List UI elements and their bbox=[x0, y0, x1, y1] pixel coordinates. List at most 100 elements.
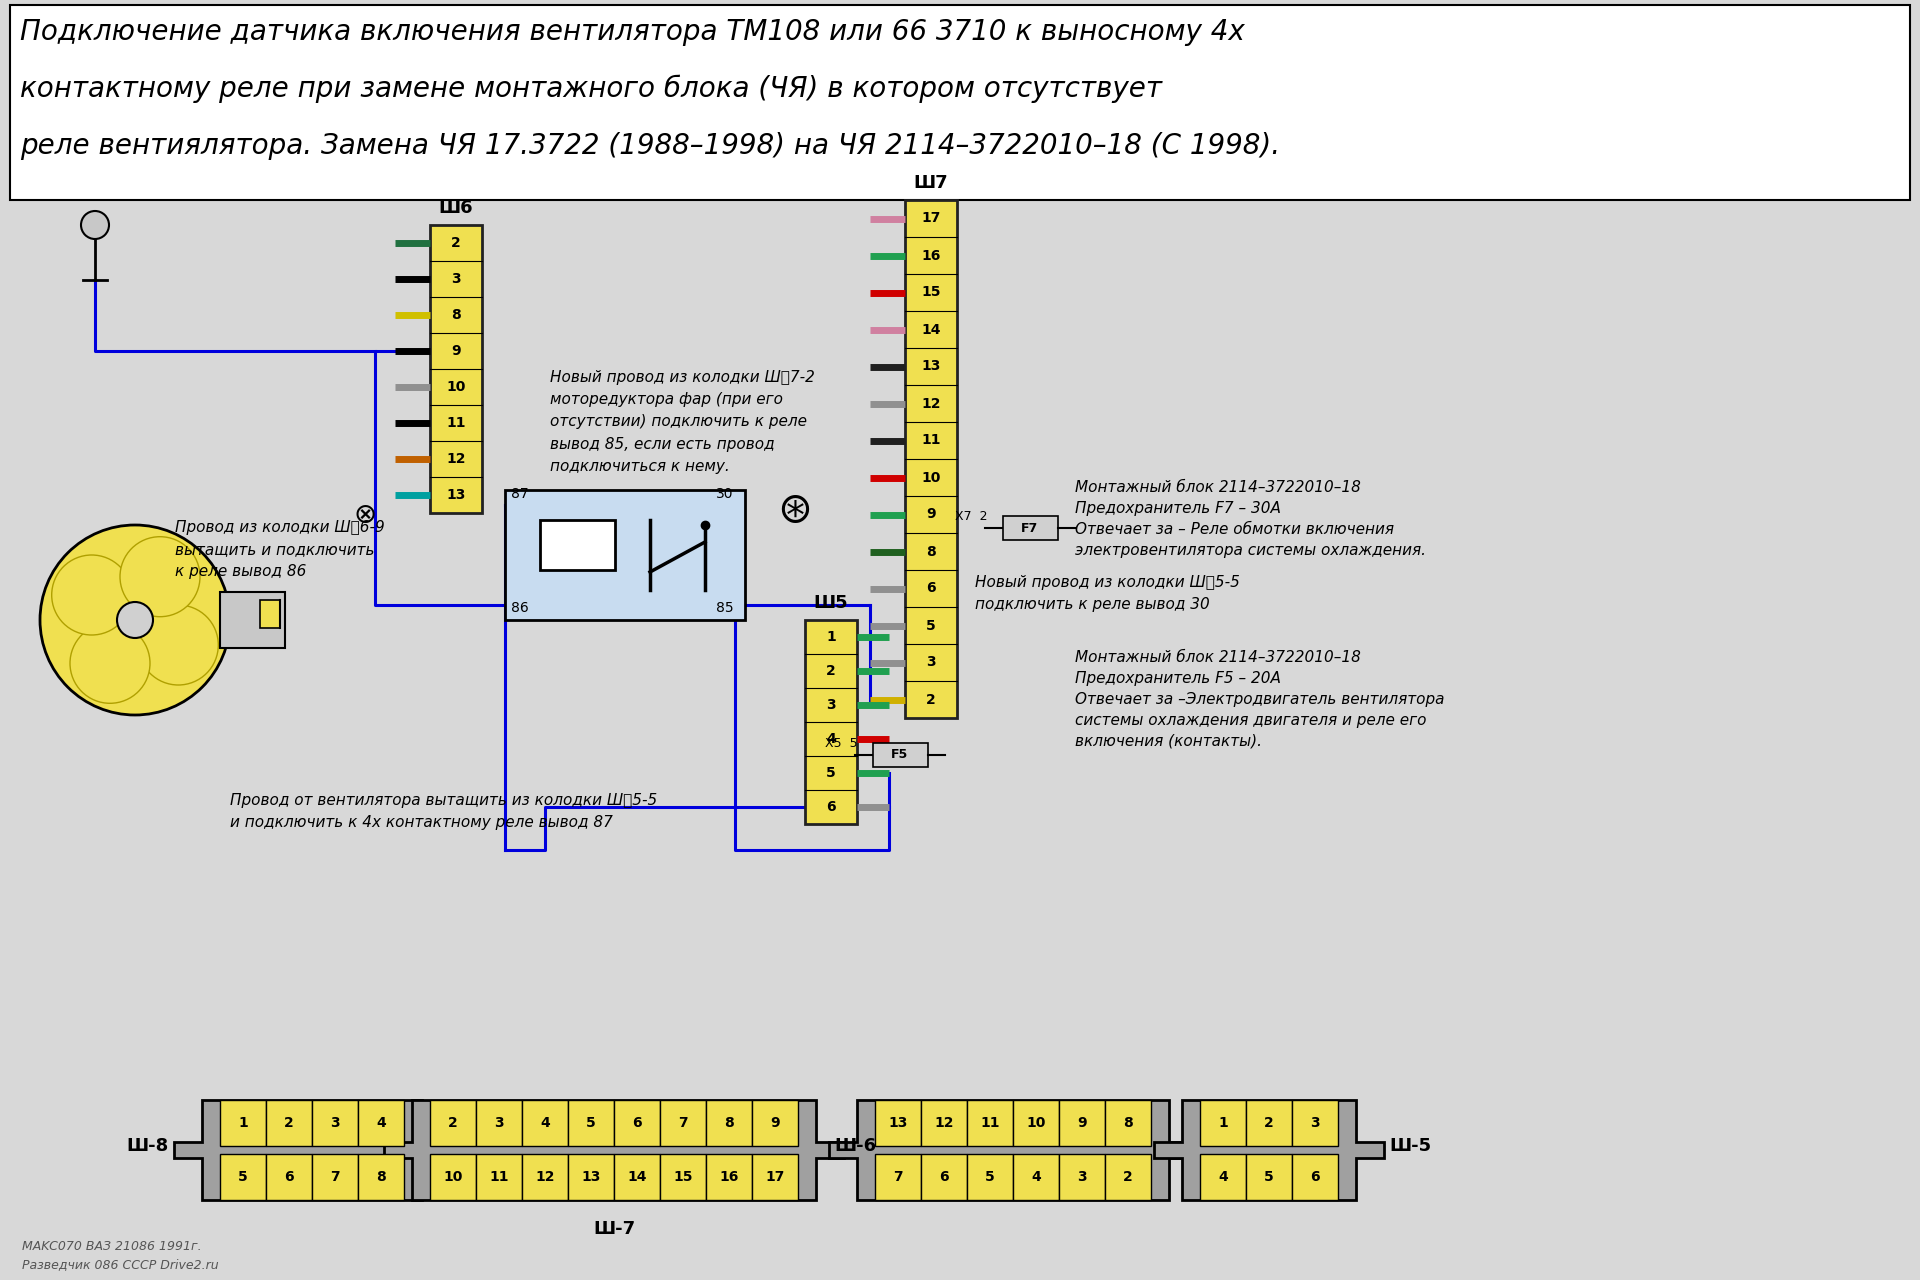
Bar bbox=[476, 1100, 522, 1146]
Text: F5: F5 bbox=[891, 749, 908, 762]
Text: 2: 2 bbox=[826, 664, 835, 678]
Text: 30: 30 bbox=[716, 486, 733, 500]
Text: 9: 9 bbox=[451, 344, 461, 358]
Bar bbox=[614, 1100, 660, 1146]
Text: 13: 13 bbox=[445, 488, 467, 502]
Bar bbox=[430, 225, 482, 513]
Bar bbox=[922, 1155, 968, 1201]
Text: 17: 17 bbox=[922, 211, 941, 225]
Text: 2: 2 bbox=[451, 236, 461, 250]
Circle shape bbox=[40, 525, 230, 716]
Text: 2: 2 bbox=[1123, 1170, 1133, 1184]
Polygon shape bbox=[829, 1100, 1196, 1201]
Text: 9: 9 bbox=[925, 507, 935, 521]
Text: 13: 13 bbox=[922, 360, 941, 374]
Text: 3: 3 bbox=[493, 1116, 503, 1130]
Text: 4: 4 bbox=[376, 1116, 386, 1130]
Text: X5  5: X5 5 bbox=[826, 737, 858, 750]
Text: Ш-5: Ш-5 bbox=[1388, 1137, 1430, 1155]
Text: контактному реле при замене монтажного блока (ЧЯ) в котором отсутствует: контактному реле при замене монтажного б… bbox=[19, 76, 1162, 104]
Bar bbox=[707, 1155, 753, 1201]
Text: Ш-7: Ш-7 bbox=[593, 1220, 636, 1238]
Bar bbox=[430, 1155, 476, 1201]
Circle shape bbox=[69, 623, 150, 703]
Text: 15: 15 bbox=[674, 1170, 693, 1184]
Text: 11: 11 bbox=[981, 1116, 1000, 1130]
Bar bbox=[1200, 1155, 1246, 1201]
Text: 3: 3 bbox=[451, 271, 461, 285]
Bar bbox=[1200, 1100, 1246, 1146]
Polygon shape bbox=[175, 1100, 449, 1201]
Text: 2: 2 bbox=[284, 1116, 294, 1130]
Text: 9: 9 bbox=[1077, 1116, 1087, 1130]
Text: 3: 3 bbox=[1309, 1116, 1319, 1130]
Bar bbox=[1292, 1100, 1338, 1146]
Bar bbox=[357, 1155, 403, 1201]
Text: 6: 6 bbox=[925, 581, 935, 595]
Bar bbox=[1014, 1100, 1060, 1146]
Bar bbox=[311, 1100, 357, 1146]
Bar bbox=[614, 1155, 660, 1201]
Bar bbox=[430, 1100, 476, 1146]
Text: 6: 6 bbox=[632, 1116, 641, 1130]
Text: 12: 12 bbox=[445, 452, 467, 466]
Text: 12: 12 bbox=[922, 397, 941, 411]
Bar bbox=[876, 1100, 922, 1146]
Text: 8: 8 bbox=[1123, 1116, 1133, 1130]
Text: 8: 8 bbox=[376, 1170, 386, 1184]
Text: Ш-6: Ш-6 bbox=[833, 1137, 876, 1155]
Text: 3: 3 bbox=[330, 1116, 340, 1130]
Text: Провод от вентилятора вытащить из колодки Ш݇5-5
и подключить к 4х контактному ре: Провод от вентилятора вытащить из колодк… bbox=[230, 794, 657, 831]
Text: 1: 1 bbox=[238, 1116, 248, 1130]
Text: 3: 3 bbox=[826, 698, 835, 712]
Text: 17: 17 bbox=[766, 1170, 785, 1184]
Text: 10: 10 bbox=[445, 380, 467, 394]
Text: F7: F7 bbox=[1021, 521, 1039, 535]
Bar bbox=[221, 591, 284, 648]
Text: 6: 6 bbox=[1309, 1170, 1319, 1184]
Text: 7: 7 bbox=[678, 1116, 687, 1130]
Bar bbox=[221, 1100, 267, 1146]
Text: 14: 14 bbox=[922, 323, 941, 337]
Circle shape bbox=[117, 602, 154, 637]
Text: 7: 7 bbox=[330, 1170, 340, 1184]
Bar bbox=[522, 1155, 568, 1201]
Text: 16: 16 bbox=[720, 1170, 739, 1184]
Bar bbox=[505, 490, 745, 620]
Bar bbox=[660, 1100, 707, 1146]
Text: Ш-8: Ш-8 bbox=[127, 1137, 169, 1155]
Bar bbox=[522, 1100, 568, 1146]
Text: ⊛: ⊛ bbox=[778, 489, 812, 531]
Bar bbox=[922, 1100, 968, 1146]
Text: 4: 4 bbox=[1031, 1170, 1041, 1184]
Text: 16: 16 bbox=[922, 248, 941, 262]
Text: 3: 3 bbox=[925, 655, 935, 669]
Text: реле вентиялятора. Замена ЧЯ 17.3722 (1988–1998) на ЧЯ 2114–3722010–18 (С 1998).: реле вентиялятора. Замена ЧЯ 17.3722 (19… bbox=[19, 132, 1281, 160]
Text: 8: 8 bbox=[724, 1116, 733, 1130]
Text: 5: 5 bbox=[826, 765, 835, 780]
Text: 12: 12 bbox=[536, 1170, 555, 1184]
Bar bbox=[1292, 1155, 1338, 1201]
Bar bbox=[1060, 1155, 1106, 1201]
Circle shape bbox=[138, 605, 219, 685]
Text: 5: 5 bbox=[925, 618, 935, 632]
Text: 11: 11 bbox=[490, 1170, 509, 1184]
Bar bbox=[267, 1100, 311, 1146]
Text: Монтажный блок 2114–3722010–18
Предохранитель F5 – 20A
Отвечает за –Электродвига: Монтажный блок 2114–3722010–18 Предохран… bbox=[1075, 650, 1444, 749]
Text: Провод из колодки Шس6-9
вытащить и подключить
к реле вывод 86: Провод из колодки Шس6-9 вытащить и подкл… bbox=[175, 520, 384, 580]
Circle shape bbox=[119, 536, 200, 617]
Text: 2: 2 bbox=[925, 692, 935, 707]
Polygon shape bbox=[1154, 1100, 1384, 1201]
Text: 2: 2 bbox=[447, 1116, 457, 1130]
Text: 86: 86 bbox=[511, 602, 528, 614]
Bar bbox=[267, 1155, 311, 1201]
Bar bbox=[660, 1155, 707, 1201]
Bar bbox=[1106, 1155, 1150, 1201]
Bar bbox=[1106, 1100, 1150, 1146]
Text: Монтажный блок 2114–3722010–18
Предохранитель F7 – 30A
Отвечает за – Реле обмотк: Монтажный блок 2114–3722010–18 Предохран… bbox=[1075, 480, 1427, 558]
Bar bbox=[568, 1155, 614, 1201]
Text: 87: 87 bbox=[511, 486, 528, 500]
Bar bbox=[568, 1100, 614, 1146]
Text: ⊗: ⊗ bbox=[353, 500, 376, 529]
Text: 11: 11 bbox=[445, 416, 467, 430]
